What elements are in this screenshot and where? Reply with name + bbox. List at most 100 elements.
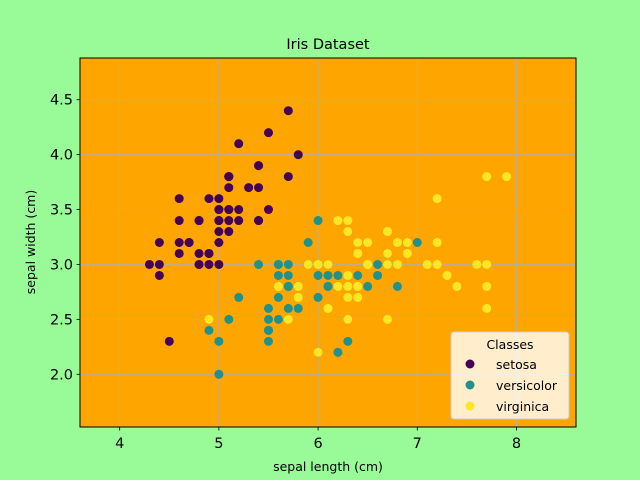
- data-points: [144, 106, 512, 379]
- y-tick-label: 3.5: [50, 203, 73, 219]
- data-point-versicolor: [263, 336, 273, 346]
- data-point-versicolor: [254, 259, 264, 269]
- legend-marker-setosa: [465, 359, 475, 369]
- x-tick-label: 8: [512, 436, 521, 452]
- data-point-setosa: [154, 270, 164, 280]
- data-point-versicolor: [392, 281, 402, 291]
- data-point-setosa: [174, 194, 184, 204]
- data-point-virginica: [323, 303, 333, 313]
- data-point-virginica: [333, 281, 343, 291]
- data-point-virginica: [353, 238, 363, 247]
- data-point-setosa: [204, 248, 214, 258]
- data-point-setosa: [244, 183, 254, 193]
- data-point-setosa: [224, 227, 234, 237]
- legend-label-setosa: setosa: [496, 357, 537, 372]
- data-point-versicolor: [273, 292, 283, 302]
- data-point-virginica: [383, 227, 393, 237]
- data-point-versicolor: [333, 270, 343, 280]
- data-point-setosa: [234, 216, 244, 226]
- data-point-versicolor: [313, 292, 323, 302]
- data-point-setosa: [214, 259, 224, 269]
- data-point-virginica: [293, 281, 303, 291]
- data-point-setosa: [144, 259, 154, 269]
- data-point-virginica: [472, 259, 482, 269]
- data-point-setosa: [204, 194, 214, 204]
- data-point-setosa: [254, 216, 264, 226]
- legend-label-virginica: virginica: [496, 399, 549, 414]
- data-point-virginica: [323, 259, 333, 269]
- data-point-versicolor: [234, 292, 244, 302]
- data-point-virginica: [293, 292, 303, 302]
- legend-box: [450, 331, 570, 420]
- data-point-virginica: [442, 270, 452, 280]
- data-point-virginica: [383, 248, 393, 258]
- y-tick-label: 4.0: [50, 148, 73, 164]
- data-point-versicolor: [273, 314, 283, 324]
- y-tick-label: 2.5: [50, 312, 73, 328]
- data-point-setosa: [254, 183, 264, 193]
- data-point-virginica: [402, 248, 412, 258]
- data-point-setosa: [174, 216, 184, 226]
- axis-ticks: 4 5 6 7 8 2.0 2.5 3.0 3.5 4.0 4.5: [50, 93, 521, 452]
- data-point-setosa: [214, 216, 224, 226]
- data-point-versicolor: [373, 259, 383, 269]
- data-point-setosa: [184, 238, 194, 247]
- data-point-virginica: [432, 259, 442, 269]
- x-tick-label: 6: [313, 436, 322, 452]
- data-point-virginica: [343, 216, 353, 226]
- data-point-versicolor: [353, 270, 363, 280]
- data-point-versicolor: [343, 336, 353, 346]
- data-point-virginica: [343, 292, 353, 302]
- data-point-virginica: [502, 172, 512, 182]
- data-point-virginica: [402, 238, 412, 247]
- data-point-versicolor: [373, 270, 383, 280]
- data-point-setosa: [283, 106, 293, 116]
- data-point-virginica: [313, 347, 323, 357]
- data-point-setosa: [154, 259, 164, 269]
- x-tick-label: 7: [413, 436, 422, 452]
- data-point-versicolor: [273, 259, 283, 269]
- data-point-virginica: [353, 248, 363, 258]
- y-axis-label: sepal width (cm): [23, 190, 38, 294]
- data-point-setosa: [214, 194, 224, 204]
- data-point-virginica: [343, 281, 353, 291]
- data-point-setosa: [234, 205, 244, 215]
- data-point-setosa: [154, 238, 164, 247]
- data-point-virginica: [482, 281, 492, 291]
- data-point-versicolor: [263, 314, 273, 324]
- data-point-setosa: [293, 150, 303, 160]
- data-point-setosa: [224, 216, 234, 226]
- legend: Classes setosa versicolor virginica: [450, 331, 570, 420]
- data-point-versicolor: [214, 336, 224, 346]
- data-point-setosa: [164, 336, 174, 346]
- data-point-versicolor: [224, 314, 234, 324]
- data-point-setosa: [194, 259, 204, 269]
- data-point-virginica: [363, 259, 373, 269]
- data-point-virginica: [383, 259, 393, 269]
- y-tick-label: 4.5: [50, 93, 73, 109]
- data-point-virginica: [343, 314, 353, 324]
- data-point-setosa: [263, 128, 273, 138]
- data-point-setosa: [174, 238, 184, 247]
- y-tick-label: 2.0: [50, 367, 73, 383]
- data-point-setosa: [254, 161, 264, 171]
- data-point-virginica: [482, 303, 492, 313]
- legend-label-versicolor: versicolor: [496, 378, 558, 393]
- data-point-virginica: [353, 281, 363, 291]
- legend-items: setosa versicolor virginica: [465, 357, 558, 414]
- data-point-setosa: [194, 216, 204, 226]
- data-point-setosa: [263, 205, 273, 215]
- data-point-virginica: [283, 314, 293, 324]
- data-point-setosa: [174, 248, 184, 258]
- data-point-versicolor: [263, 325, 273, 335]
- data-point-virginica: [343, 227, 353, 237]
- data-point-virginica: [383, 314, 393, 324]
- y-tick-label: 3.0: [50, 257, 73, 273]
- legend-marker-versicolor: [465, 380, 475, 390]
- data-point-versicolor: [313, 270, 323, 280]
- data-point-setosa: [194, 248, 204, 258]
- data-point-virginica: [482, 172, 492, 182]
- x-axis-label: sepal length (cm): [273, 459, 383, 474]
- data-point-versicolor: [283, 303, 293, 313]
